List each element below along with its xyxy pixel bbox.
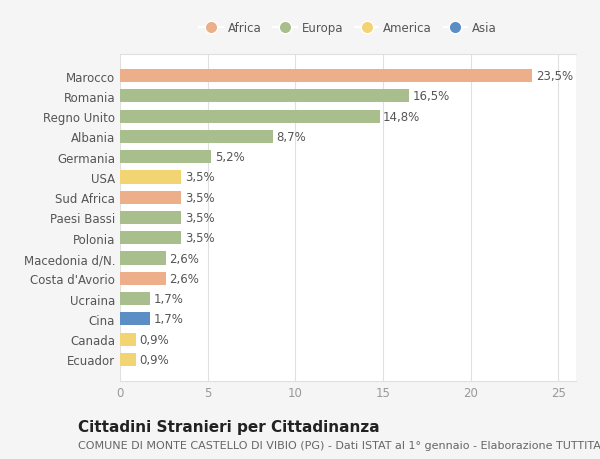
Bar — [120, 110, 380, 123]
Bar — [120, 292, 150, 306]
Text: 2,6%: 2,6% — [169, 252, 199, 265]
Bar — [120, 212, 181, 224]
Text: 3,5%: 3,5% — [185, 171, 215, 184]
Text: 1,7%: 1,7% — [154, 313, 183, 325]
Text: 5,2%: 5,2% — [215, 151, 244, 164]
Text: 16,5%: 16,5% — [413, 90, 450, 103]
Bar — [120, 70, 532, 83]
Text: 2,6%: 2,6% — [169, 272, 199, 285]
Bar — [120, 353, 136, 366]
Bar — [120, 232, 181, 245]
Bar — [120, 191, 181, 204]
Bar — [120, 130, 272, 144]
Text: 0,9%: 0,9% — [139, 333, 169, 346]
Text: 23,5%: 23,5% — [536, 70, 573, 83]
Bar — [120, 252, 166, 265]
Text: Cittadini Stranieri per Cittadinanza: Cittadini Stranieri per Cittadinanza — [78, 419, 380, 434]
Bar — [120, 171, 181, 184]
Text: 3,5%: 3,5% — [185, 212, 215, 224]
Text: 14,8%: 14,8% — [383, 111, 421, 123]
Text: 8,7%: 8,7% — [276, 131, 306, 144]
Text: COMUNE DI MONTE CASTELLO DI VIBIO (PG) - Dati ISTAT al 1° gennaio - Elaborazione: COMUNE DI MONTE CASTELLO DI VIBIO (PG) -… — [78, 440, 600, 450]
Bar — [120, 90, 409, 103]
Bar — [120, 333, 136, 346]
Text: 0,9%: 0,9% — [139, 353, 169, 366]
Bar — [120, 272, 166, 285]
Text: 3,5%: 3,5% — [185, 191, 215, 204]
Text: 1,7%: 1,7% — [154, 292, 183, 305]
Bar — [120, 151, 211, 164]
Text: 3,5%: 3,5% — [185, 232, 215, 245]
Legend: Africa, Europa, America, Asia: Africa, Europa, America, Asia — [199, 22, 497, 35]
Bar — [120, 313, 150, 326]
